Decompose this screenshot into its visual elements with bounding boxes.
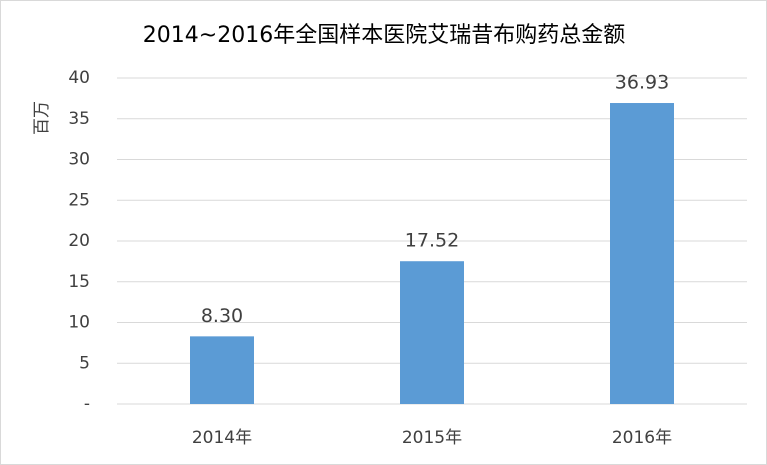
value-label: 36.93 bbox=[615, 72, 669, 94]
value-label: 8.30 bbox=[201, 305, 243, 327]
x-tick-label: 2016年 bbox=[612, 428, 672, 448]
y-tick-label: 40 bbox=[68, 68, 90, 88]
y-tick-label: 20 bbox=[68, 231, 90, 251]
x-tick-label: 2014年 bbox=[192, 428, 252, 448]
bar bbox=[610, 103, 674, 404]
y-tick-label: 5 bbox=[79, 353, 90, 373]
bar bbox=[400, 261, 464, 404]
y-tick-label: 25 bbox=[68, 190, 90, 210]
y-tick-label: 35 bbox=[68, 109, 90, 129]
bar bbox=[190, 336, 254, 404]
chart-title: 2014~2016年全国样本医院艾瑞昔布购药总金额 bbox=[143, 23, 625, 48]
value-label: 17.52 bbox=[405, 230, 459, 252]
y-tick-label: 15 bbox=[68, 272, 90, 292]
y-tick-label: - bbox=[84, 394, 90, 414]
x-tick-label: 2015年 bbox=[402, 428, 462, 448]
y-tick-label: 10 bbox=[68, 313, 90, 333]
y-tick-label: 30 bbox=[68, 150, 90, 170]
y-axis-label: 百万 bbox=[32, 101, 52, 135]
